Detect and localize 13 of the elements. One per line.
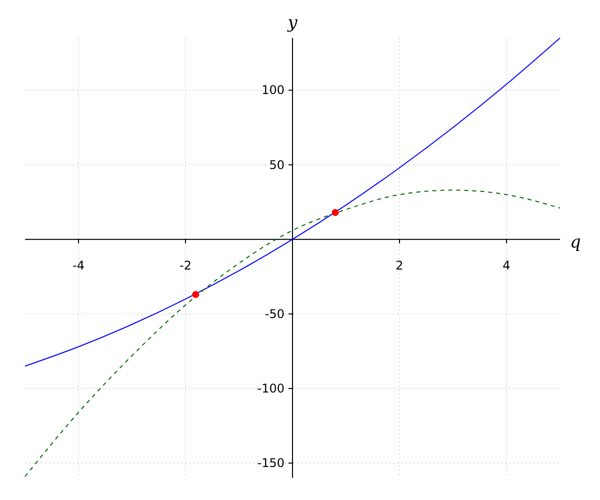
y-tick-label: -150: [257, 456, 284, 470]
y-tick-label: -100: [257, 382, 284, 396]
x-axis-title: q: [570, 232, 581, 252]
x-tick-label: -4: [72, 258, 84, 272]
line-series: [24, 190, 560, 478]
x-tick-label: -2: [180, 258, 192, 272]
y-axis-title: y: [286, 13, 298, 33]
x-tick-label: 4: [502, 258, 510, 272]
y-tick-label: 50: [269, 158, 284, 172]
y-tick-label: -50: [264, 306, 284, 321]
x-tick-label: 2: [396, 258, 404, 272]
line-series: [24, 38, 560, 367]
y-tick-label: 100: [262, 83, 284, 98]
